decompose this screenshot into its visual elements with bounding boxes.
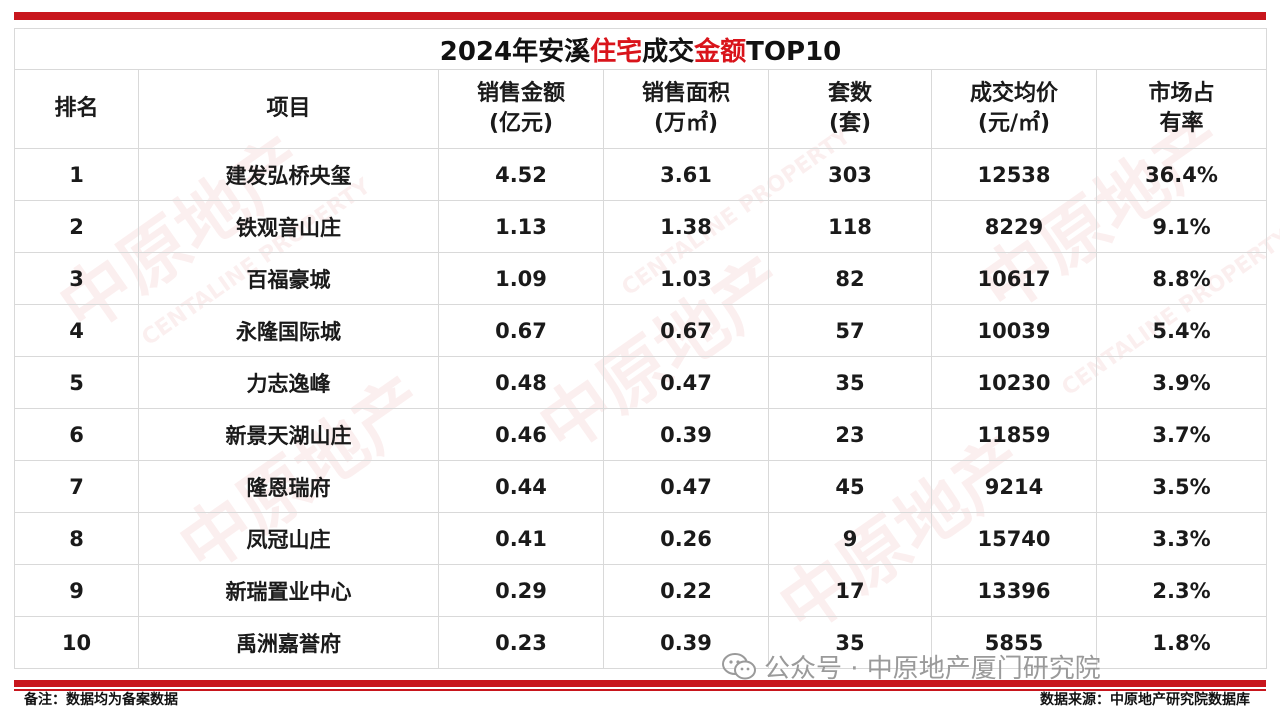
header-units: 套数 (套) [768,69,932,149]
cell-area: 0.39 [603,408,769,461]
cell-units: 17 [768,564,932,617]
cell-price: 8229 [931,200,1097,253]
cell-share: 3.7% [1096,408,1267,461]
wechat-account-text: 公众号 · 中原地产厦门研究院 [764,654,1101,684]
cell-share: 1.8% [1096,616,1267,669]
table-row: 7 隆恩瑞府 0.44 0.47 45 9214 3.5% [14,460,1267,513]
cell-price: 10039 [931,304,1097,357]
cell-rank: 6 [14,408,139,461]
cell-share: 3.3% [1096,512,1267,565]
cell-price: 9214 [931,460,1097,513]
cell-price: 10617 [931,252,1097,305]
cell-rank: 3 [14,252,139,305]
cell-amount: 0.41 [438,512,604,565]
table-row: 5 力志逸峰 0.48 0.47 35 10230 3.9% [14,356,1267,409]
header-share: 市场占 有率 [1096,69,1267,149]
cell-units: 9 [768,512,932,565]
cell-area: 0.39 [603,616,769,669]
cell-share: 36.4% [1096,148,1267,201]
table-title: 2024年安溪住宅成交金额TOP10 [14,28,1267,70]
wechat-icon [722,652,756,681]
table-row: 9 新瑞置业中心 0.29 0.22 17 13396 2.3% [14,564,1267,617]
cell-units: 23 [768,408,932,461]
footnote: 备注：数据均为备案数据 [24,692,178,708]
cell-price: 10230 [931,356,1097,409]
cell-amount: 1.13 [438,200,604,253]
cell-project: 禹洲嘉誉府 [138,616,439,669]
cell-project: 铁观音山庄 [138,200,439,253]
cell-price: 15740 [931,512,1097,565]
wechat-account-watermark: 公众号 · 中原地产厦门研究院 [722,648,1101,685]
cell-project: 新瑞置业中心 [138,564,439,617]
cell-share: 3.5% [1096,460,1267,513]
top10-table: 2024年安溪住宅成交金额TOP10 排名 项目 销售金额 (亿元) 销售面积 (万… [14,28,1267,669]
cell-share: 8.8% [1096,252,1267,305]
cell-rank: 5 [14,356,139,409]
cell-units: 35 [768,356,932,409]
cell-share: 3.9% [1096,356,1267,409]
cell-units: 303 [768,148,932,201]
cell-project: 凤冠山庄 [138,512,439,565]
cell-amount: 0.67 [438,304,604,357]
bottom-accent-bar [14,680,1266,687]
header-price: 成交均价 (元/㎡) [931,69,1097,149]
cell-amount: 0.29 [438,564,604,617]
cell-rank: 8 [14,512,139,565]
table-row: 6 新景天湖山庄 0.46 0.39 23 11859 3.7% [14,408,1267,461]
table-row: 8 凤冠山庄 0.41 0.26 9 15740 3.3% [14,512,1267,565]
cell-rank: 10 [14,616,139,669]
cell-share: 9.1% [1096,200,1267,253]
cell-price: 12538 [931,148,1097,201]
cell-units: 45 [768,460,932,513]
header-area: 销售面积 (万㎡) [603,69,769,149]
cell-project: 力志逸峰 [138,356,439,409]
cell-price: 5855 [931,616,1097,669]
cell-units: 82 [768,252,932,305]
cell-rank: 7 [14,460,139,513]
cell-amount: 4.52 [438,148,604,201]
cell-rank: 2 [14,200,139,253]
cell-rank: 9 [14,564,139,617]
cell-amount: 0.48 [438,356,604,409]
table-row: 1 建发弘桥央玺 4.52 3.61 303 12538 36.4% [14,148,1267,201]
cell-project: 百福豪城 [138,252,439,305]
cell-amount: 0.23 [438,616,604,669]
cell-units: 35 [768,616,932,669]
bottom-accent-line [14,689,1266,691]
cell-rank: 1 [14,148,139,201]
cell-project: 建发弘桥央玺 [138,148,439,201]
top-accent-bar [14,12,1266,20]
cell-project: 新景天湖山庄 [138,408,439,461]
header-rank: 排名 [14,69,139,149]
cell-area: 0.22 [603,564,769,617]
cell-units: 57 [768,304,932,357]
header-project: 项目 [138,69,439,149]
cell-project: 永隆国际城 [138,304,439,357]
cell-amount: 0.46 [438,408,604,461]
table-row: 4 永隆国际城 0.67 0.67 57 10039 5.4% [14,304,1267,357]
cell-amount: 0.44 [438,460,604,513]
cell-price: 13396 [931,564,1097,617]
cell-amount: 1.09 [438,252,604,305]
cell-area: 0.26 [603,512,769,565]
cell-area: 1.03 [603,252,769,305]
table-row: 2 铁观音山庄 1.13 1.38 118 8229 9.1% [14,200,1267,253]
cell-area: 0.47 [603,356,769,409]
cell-share: 5.4% [1096,304,1267,357]
cell-share: 2.3% [1096,564,1267,617]
header-amount: 销售金额 (亿元) [438,69,604,149]
cell-area: 3.61 [603,148,769,201]
cell-units: 118 [768,200,932,253]
cell-price: 11859 [931,408,1097,461]
cell-project: 隆恩瑞府 [138,460,439,513]
cell-area: 0.47 [603,460,769,513]
table-row: 3 百福豪城 1.09 1.03 82 10617 8.8% [14,252,1267,305]
cell-area: 1.38 [603,200,769,253]
table-row: 10 禹洲嘉誉府 0.23 0.39 35 5855 1.8% [14,616,1267,669]
cell-rank: 4 [14,304,139,357]
data-source: 数据来源：中原地产研究院数据库 [1040,692,1250,708]
cell-area: 0.67 [603,304,769,357]
